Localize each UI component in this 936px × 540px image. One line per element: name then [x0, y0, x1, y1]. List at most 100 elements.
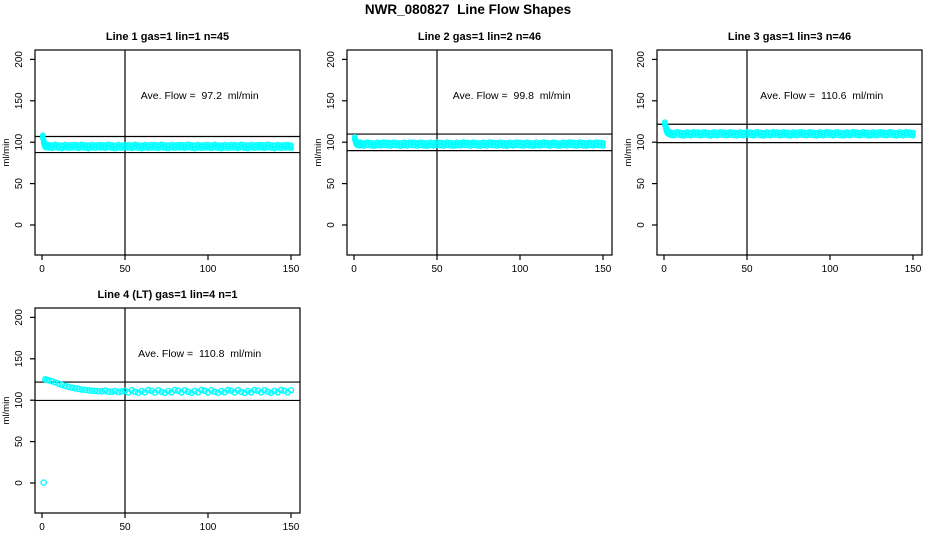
subplot-canvas: Line 4 (LT) gas=1 lin=4 n=1 0 50 100 150 200 0… [1, 289, 301, 533]
x-tick-label: 150 [283, 264, 300, 275]
chart-title: NWR_080827 Line Flow Shapes [364, 2, 572, 17]
subplot-title: Line 2 gas=1 lin=2 n=46 [418, 31, 541, 43]
y-tick-label: 0 [326, 222, 337, 228]
data-point [251, 386, 258, 394]
y-tick-label: 100 [326, 133, 337, 150]
subplot-line-1: Line 1 gas=1 lin=1 n=45 0 50 100 150 200 0 50 10… [1, 24, 313, 292]
y-tick-label: 150 [326, 92, 337, 109]
x-tick-label: 150 [905, 264, 922, 275]
subplot-canvas: Line 3 gas=1 lin=3 n=46 0 50 100 150 200 0 50 10… [623, 31, 923, 275]
data-point [237, 388, 245, 396]
subplot-line-2: Line 2 gas=1 lin=2 n=46 0 50 100 150 200 0 50 10… [313, 24, 625, 292]
x-tick-label: 50 [119, 264, 131, 275]
data-point [131, 388, 139, 396]
y-axis-label: ml/min [1, 139, 12, 167]
subplot-title: Line 4 (LT) gas=1 lin=4 n=1 [97, 289, 237, 301]
y-tick-label: 50 [14, 178, 25, 190]
x-tick-label: 150 [283, 522, 300, 533]
data-point [85, 387, 92, 394]
data-point [75, 385, 82, 393]
x-tick-label: 50 [431, 264, 443, 275]
data-point [181, 386, 189, 394]
x-tick-label: 100 [200, 522, 217, 533]
data-point [65, 383, 72, 391]
data-point [91, 387, 99, 395]
data-point [111, 387, 119, 395]
data-point [234, 386, 242, 394]
data-point [71, 384, 79, 392]
data-point [244, 387, 252, 395]
x-tick-label: 150 [595, 264, 612, 275]
y-tick-label: 100 [14, 391, 25, 408]
data-point [81, 386, 89, 394]
data-point [148, 387, 155, 395]
data-point [271, 387, 278, 395]
subplot-title: Line 1 gas=1 lin=1 n=45 [106, 31, 229, 43]
y-tick-label: 100 [14, 133, 25, 150]
y-tick-label: 200 [326, 51, 337, 68]
data-point [55, 380, 62, 388]
data-point [198, 386, 205, 394]
data-point [101, 387, 109, 394]
subplot-line-3: Line 3 gas=1 lin=3 n=46 0 50 100 150 200 0 50 10… [623, 24, 935, 292]
data-point [171, 386, 179, 394]
data-point [98, 388, 106, 395]
y-tick-label: 50 [14, 436, 25, 448]
subplot-canvas: Line 1 gas=1 lin=1 n=45 0 50 100 150 200 0 50 10… [1, 31, 301, 275]
x-tick-label: 100 [822, 264, 839, 275]
plot-box [346, 49, 613, 256]
data-point [154, 386, 162, 394]
data-point [264, 388, 272, 396]
data-point [281, 387, 288, 395]
y-tick-label: 50 [326, 178, 337, 190]
x-tick-label: 0 [39, 264, 45, 275]
y-tick-label: 150 [14, 350, 25, 367]
data-point [201, 387, 208, 395]
data-point [277, 386, 285, 394]
data-point [51, 379, 59, 386]
x-tick-label: 50 [119, 522, 131, 533]
data-point [184, 388, 192, 396]
ave-flow-annotation: Ave. Flow = 99.8 ml/min [453, 90, 571, 102]
subplot-canvas: Line 2 gas=1 lin=2 n=46 0 50 100 150 200 0 50 10… [313, 31, 613, 275]
data-point [48, 377, 56, 385]
data-point [224, 386, 232, 394]
data-point [40, 479, 47, 486]
plot-box [656, 49, 923, 256]
x-tick-label: 0 [351, 264, 357, 275]
plot-box [34, 307, 301, 514]
data-point [217, 387, 225, 395]
y-tick-label: 200 [14, 309, 25, 326]
ave-flow-annotation: Ave. Flow = 97.2 ml/min [141, 90, 259, 102]
y-axis-label: ml/min [1, 397, 12, 425]
data-point [118, 388, 125, 395]
data-point [95, 387, 102, 395]
data-point [128, 386, 135, 394]
y-tick-label: 0 [14, 480, 25, 486]
data-point [138, 387, 145, 395]
y-tick-label: 50 [636, 178, 647, 190]
data-point [45, 376, 52, 384]
data-point [254, 387, 262, 395]
data-point [88, 387, 96, 394]
x-tick-label: 0 [661, 264, 667, 275]
x-tick-label: 100 [512, 264, 529, 275]
x-tick-label: 100 [200, 264, 217, 275]
data-point [121, 387, 129, 395]
data-point [174, 387, 182, 395]
data-point [227, 387, 235, 395]
data-point [115, 388, 122, 396]
ave-flow-annotation: Ave. Flow = 110.8 ml/min [138, 348, 261, 360]
data-point [191, 387, 199, 395]
y-tick-label: 200 [14, 51, 25, 68]
y-tick-label: 100 [636, 133, 647, 150]
data-point [105, 388, 112, 395]
x-tick-label: 50 [741, 264, 753, 275]
data-point [158, 388, 165, 396]
data-point [288, 142, 294, 148]
data-point [78, 386, 86, 393]
subplot-line-4: Line 4 (LT) gas=1 lin=4 n=1 0 50 100 150 200 0… [1, 282, 313, 540]
data-point [164, 387, 172, 395]
data-point [211, 388, 218, 396]
